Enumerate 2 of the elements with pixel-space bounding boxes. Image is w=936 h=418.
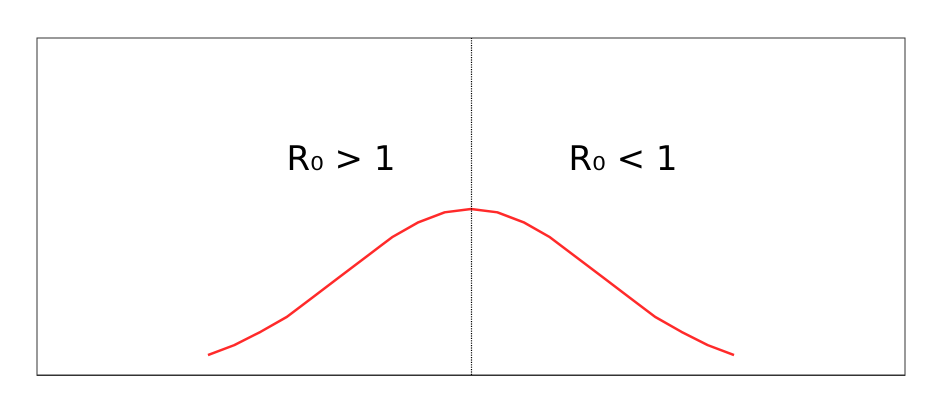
text: R₀ < 1 (568, 139, 678, 179)
text: R₀ > 1 (286, 139, 396, 179)
